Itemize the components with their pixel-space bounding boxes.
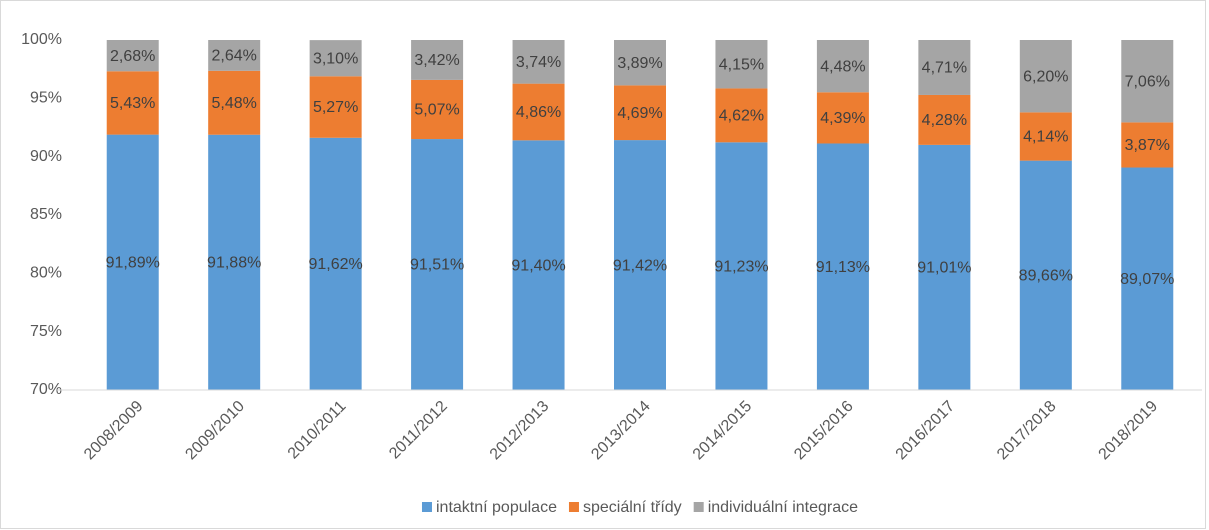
data-label: 4,14% (1023, 129, 1068, 146)
y-tick-label: 95% (30, 90, 62, 107)
y-tick-label: 75% (30, 323, 62, 340)
bar-segment (715, 142, 768, 390)
bar-segment (614, 85, 666, 141)
data-label: 3,42% (414, 52, 459, 69)
bar-segment (106, 40, 159, 72)
data-label: 4,28% (922, 112, 967, 129)
bar-segment (1019, 112, 1072, 161)
bar-segment (1121, 167, 1174, 390)
bar-segment (309, 76, 362, 138)
data-label: 5,27% (313, 99, 358, 116)
data-label: 91,51% (410, 257, 464, 274)
bar-segment (1121, 122, 1174, 168)
y-tick-label: 70% (30, 381, 62, 398)
bar-segment (208, 70, 261, 135)
data-label: 4,39% (820, 110, 865, 127)
bar-segment (411, 40, 464, 80)
y-tick-label: 85% (30, 206, 62, 223)
data-label: 3,89% (617, 55, 662, 72)
data-label: 5,07% (414, 102, 459, 119)
data-label: 91,42% (613, 257, 667, 274)
y-tick-label: 100% (21, 31, 62, 48)
bar-segment (512, 140, 565, 390)
bar-segment (816, 143, 869, 390)
y-tick-label: 90% (30, 148, 62, 165)
data-label: 3,10% (313, 50, 358, 67)
legend-swatch (421, 502, 432, 512)
bar-segment (106, 134, 159, 390)
bar-segment (918, 144, 971, 390)
bar-segment (918, 94, 971, 145)
data-label: 4,62% (719, 108, 764, 125)
data-label: 91,13% (816, 259, 870, 276)
bar-segment (918, 40, 971, 95)
data-label: 91,01% (917, 260, 971, 277)
legend-label: speciální třídy (583, 499, 682, 516)
bar-segment (1019, 160, 1072, 390)
data-label: 3,87% (1125, 137, 1170, 154)
data-label: 91,88% (207, 255, 261, 272)
bar-segment (1019, 40, 1072, 113)
bar-segment (512, 83, 565, 141)
data-label: 5,48% (211, 95, 256, 112)
data-label: 2,68% (110, 48, 155, 65)
data-label: 6,20% (1023, 68, 1068, 85)
bar-segment (309, 40, 362, 77)
data-label: 4,15% (719, 56, 764, 73)
legend-swatch (568, 502, 579, 512)
legend-label: individuální integrace (708, 499, 858, 516)
bar-segment (411, 79, 464, 140)
bar-segment (614, 40, 666, 86)
data-label: 91,62% (309, 256, 363, 273)
bar-segment (1121, 40, 1174, 123)
data-label: 91,89% (106, 255, 160, 272)
legend-label: intaktní populace (436, 499, 557, 516)
bar-segment (208, 40, 261, 71)
bar-segment (512, 40, 565, 84)
data-label: 2,64% (211, 48, 256, 65)
bar-segment (816, 92, 869, 144)
y-tick-label: 80% (30, 265, 62, 282)
data-label: 89,66% (1019, 268, 1073, 285)
data-label: 4,48% (820, 58, 865, 75)
data-label: 7,06% (1125, 73, 1170, 90)
bar-segment (715, 88, 768, 143)
data-label: 89,07% (1120, 271, 1174, 288)
bar-segment (411, 139, 464, 390)
data-label: 3,74% (516, 54, 561, 71)
data-label: 4,86% (516, 104, 561, 121)
bar-segment (309, 137, 362, 390)
bar-segment (614, 140, 666, 390)
bar-segment (816, 40, 869, 93)
data-label: 91,23% (714, 258, 768, 275)
data-label: 5,43% (110, 95, 155, 112)
data-label: 91,40% (511, 257, 565, 274)
bar-segment (208, 134, 261, 390)
bar-segment (106, 71, 159, 135)
bar-segment (715, 40, 768, 89)
legend-swatch (693, 502, 704, 512)
data-label: 4,71% (922, 60, 967, 77)
data-label: 4,69% (617, 105, 662, 122)
